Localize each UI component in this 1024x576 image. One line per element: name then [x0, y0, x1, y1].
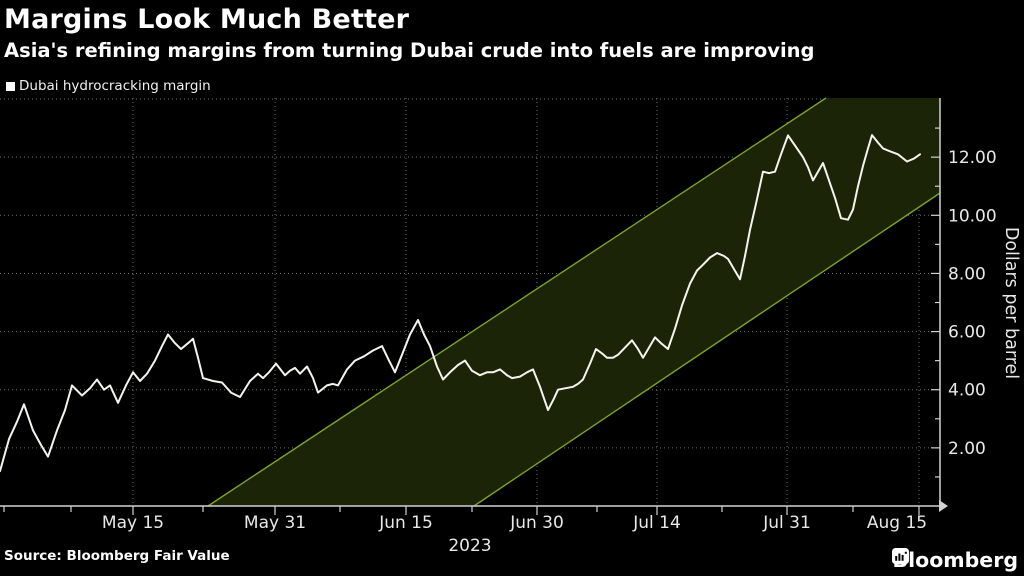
y-tick-label: 2.00	[948, 439, 986, 459]
y-tick-label: 4.00	[948, 381, 986, 401]
band-lower-edge	[473, 192, 941, 507]
y-tick-label: 8.00	[948, 264, 986, 284]
x-axis-year-label: 2023	[448, 536, 491, 556]
x-tick-label: Jun 15	[378, 513, 433, 533]
y-axis-title: Dollars per barrel	[1001, 227, 1021, 379]
page-title: Margins Look Much Better	[4, 4, 410, 35]
bloomberg-logo: Bloomberg	[892, 548, 1018, 572]
legend-label: Dubai hydrocracking margin	[19, 78, 211, 94]
bloomberg-wordmark: Bloomberg	[892, 548, 1018, 572]
fair-value-band-fill	[208, 98, 940, 506]
legend: Dubai hydrocracking margin	[6, 78, 211, 94]
x-tick-label: Jul 14	[632, 513, 681, 533]
band-upper-edge	[207, 97, 827, 507]
legend-marker-icon	[6, 81, 15, 91]
page-subtitle: Asia's refining margins from turning Dub…	[4, 39, 815, 62]
source-credit: Source: Bloomberg Fair Value	[4, 548, 230, 564]
y-tick-label: 6.00	[948, 323, 986, 343]
x-tick-label: May 31	[244, 513, 306, 533]
x-tick-label: May 15	[102, 513, 164, 533]
x-tick-label: Jun 30	[509, 513, 564, 533]
bloomberg-bars-icon	[892, 548, 910, 564]
x-axis-arrow-icon	[939, 500, 948, 512]
y-tick-label: 12.00	[948, 148, 997, 168]
margin-data-line	[0, 134, 921, 473]
x-tick-label: Aug 15	[867, 513, 927, 533]
y-tick-label: 10.00	[948, 206, 997, 226]
x-tick-label: Jul 31	[762, 513, 811, 533]
